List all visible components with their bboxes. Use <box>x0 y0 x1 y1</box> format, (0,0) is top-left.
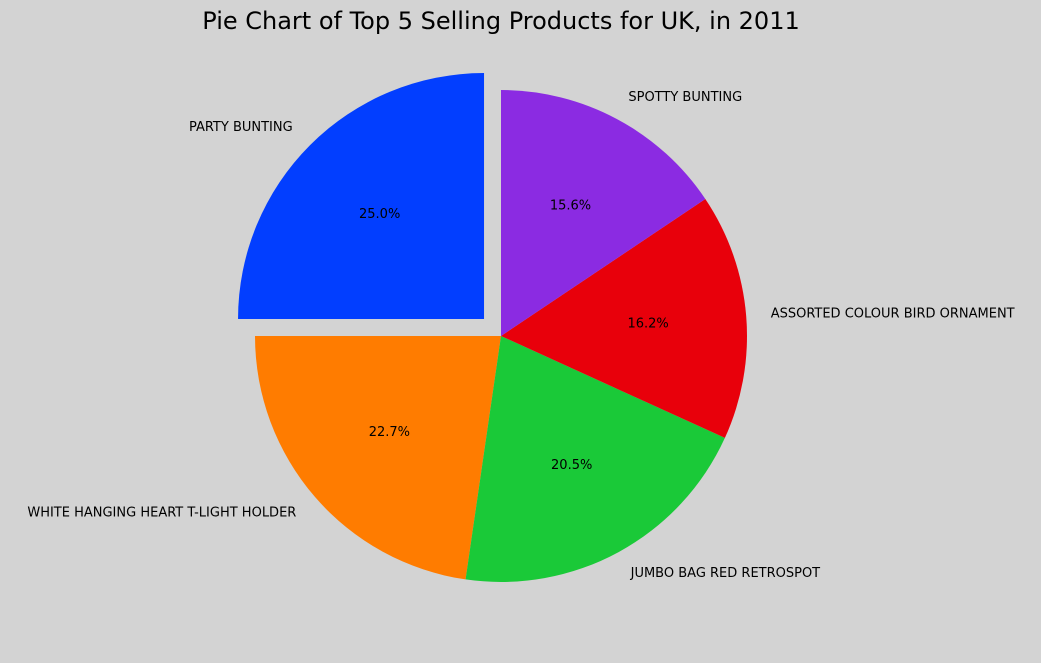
percent-label-white-hanging-heart-t-light-holder: 22.7% <box>369 425 410 440</box>
percent-label-party-bunting: 25.0% <box>359 207 400 222</box>
pie-slice-jumbo-bag-red-retrospot <box>465 336 725 582</box>
percent-labels: 25.0% 22.7% 20.5% 16.2% 15.6% <box>359 198 669 473</box>
chart-title: Pie Chart of Top 5 Selling Products for … <box>202 7 800 35</box>
pie-slice-party-bunting <box>238 73 485 320</box>
percent-label-spotty-bunting: 15.6% <box>550 198 591 213</box>
percent-label-assorted-colour-bird-ornament: 16.2% <box>627 316 668 331</box>
pie-slices <box>238 73 747 582</box>
slice-label-white-hanging-heart-t-light-holder: WHITE HANGING HEART T-LIGHT HOLDER <box>27 506 296 521</box>
slice-label-party-bunting: PARTY BUNTING <box>189 120 293 135</box>
slice-labels: PARTY BUNTING WHITE HANGING HEART T-LIGHT… <box>27 90 1014 581</box>
pie-slice-spotty-bunting <box>501 90 706 336</box>
slice-label-assorted-colour-bird-ornament: ASSORTED COLOUR BIRD ORNAMENT <box>771 306 1015 321</box>
pie-slice-assorted-colour-bird-ornament <box>501 199 747 438</box>
slice-label-spotty-bunting: SPOTTY BUNTING <box>628 90 742 105</box>
percent-label-jumbo-bag-red-retrospot: 20.5% <box>551 458 592 473</box>
pie-slice-white-hanging-heart-t-light-holder <box>255 336 501 580</box>
slice-label-jumbo-bag-red-retrospot: JUMBO BAG RED RETROSPOT <box>630 566 821 581</box>
